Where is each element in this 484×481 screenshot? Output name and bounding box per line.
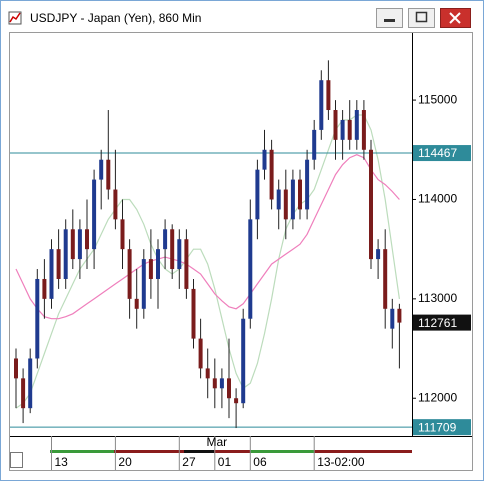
- candle-body: [42, 278, 47, 299]
- candle-body: [70, 229, 75, 260]
- x-tick-label: 20: [118, 455, 132, 469]
- close-button[interactable]: [440, 8, 471, 28]
- app-icon: [8, 11, 22, 25]
- hline-label: 114467: [418, 146, 457, 160]
- candle-body: [326, 80, 331, 111]
- x-tick-label: 13: [55, 455, 69, 469]
- candle-body: [63, 229, 68, 279]
- candle-body: [77, 229, 82, 260]
- candle-body: [361, 110, 366, 150]
- candle-body: [347, 119, 352, 140]
- candle-body: [106, 159, 111, 190]
- candle-body: [383, 249, 388, 309]
- candle-body: [354, 110, 359, 140]
- y-tick-label: 114000: [418, 192, 457, 206]
- x-tick-label: 13-02:00: [317, 455, 365, 469]
- y-tick-label: 112000: [418, 390, 457, 404]
- candle-body: [127, 249, 132, 299]
- candle-body: [141, 259, 146, 309]
- candle-body: [184, 239, 189, 289]
- x-tick-label: 27: [182, 455, 196, 469]
- candle-body: [35, 278, 40, 359]
- candle-body: [312, 129, 317, 160]
- candle-body: [305, 159, 310, 210]
- candle-body: [298, 179, 302, 210]
- x-tick-label: 06: [253, 455, 267, 469]
- candle-body: [276, 189, 281, 210]
- candle-body: [205, 368, 210, 379]
- candle-body: [28, 358, 33, 409]
- candle-body: [376, 249, 381, 260]
- y-tick-label: 115000: [418, 92, 457, 106]
- candle-body: [92, 179, 97, 250]
- candle-body: [340, 119, 345, 140]
- candle-body: [14, 358, 18, 379]
- candle-body: [163, 229, 168, 250]
- last-price-label-box: [413, 314, 471, 331]
- month-label: Mar: [206, 435, 227, 449]
- candle-body: [177, 239, 182, 270]
- candle-body: [99, 159, 104, 180]
- minimize-button[interactable]: [376, 8, 403, 28]
- candle-body: [255, 169, 260, 220]
- candle-body: [148, 259, 153, 279]
- session-strip: [50, 450, 412, 453]
- candle-body: [290, 179, 295, 220]
- candle-body: [198, 338, 203, 369]
- hline-label-box: [413, 419, 471, 436]
- candle-body: [234, 398, 239, 404]
- candle-body: [113, 189, 118, 220]
- candle-body: [85, 229, 89, 250]
- candle-body: [283, 189, 288, 220]
- hline-label: 111709: [418, 420, 457, 434]
- moving-average: [15, 154, 400, 320]
- x-tick-label: 01: [218, 455, 232, 469]
- candle-body: [248, 219, 253, 319]
- candle-body: [49, 249, 54, 299]
- candle-body: [269, 149, 274, 200]
- candle-body: [191, 288, 196, 339]
- candle-body: [333, 110, 338, 140]
- candle-body: [369, 149, 373, 260]
- candle-body: [56, 249, 61, 279]
- maximize-button[interactable]: [408, 8, 435, 28]
- candle-body: [212, 378, 217, 389]
- candle-body: [241, 318, 246, 404]
- candle-body: [227, 378, 231, 399]
- candle-body: [219, 378, 224, 389]
- candle-body: [120, 219, 125, 250]
- candle-body: [156, 249, 160, 279]
- candle-body: [134, 298, 139, 309]
- candle-body: [397, 308, 402, 323]
- checkbox[interactable]: [10, 452, 23, 468]
- window-title: USDJPY - Japan (Yen), 860 Min: [30, 11, 201, 25]
- candle-body: [390, 308, 395, 329]
- candle-body: [21, 378, 26, 409]
- candle-body: [262, 149, 267, 170]
- candle-body: [319, 80, 324, 130]
- candle-body: [170, 229, 175, 270]
- y-tick-label: 113000: [418, 291, 457, 305]
- hline-label-box: [413, 145, 471, 162]
- last-price-label: 112761: [418, 316, 457, 330]
